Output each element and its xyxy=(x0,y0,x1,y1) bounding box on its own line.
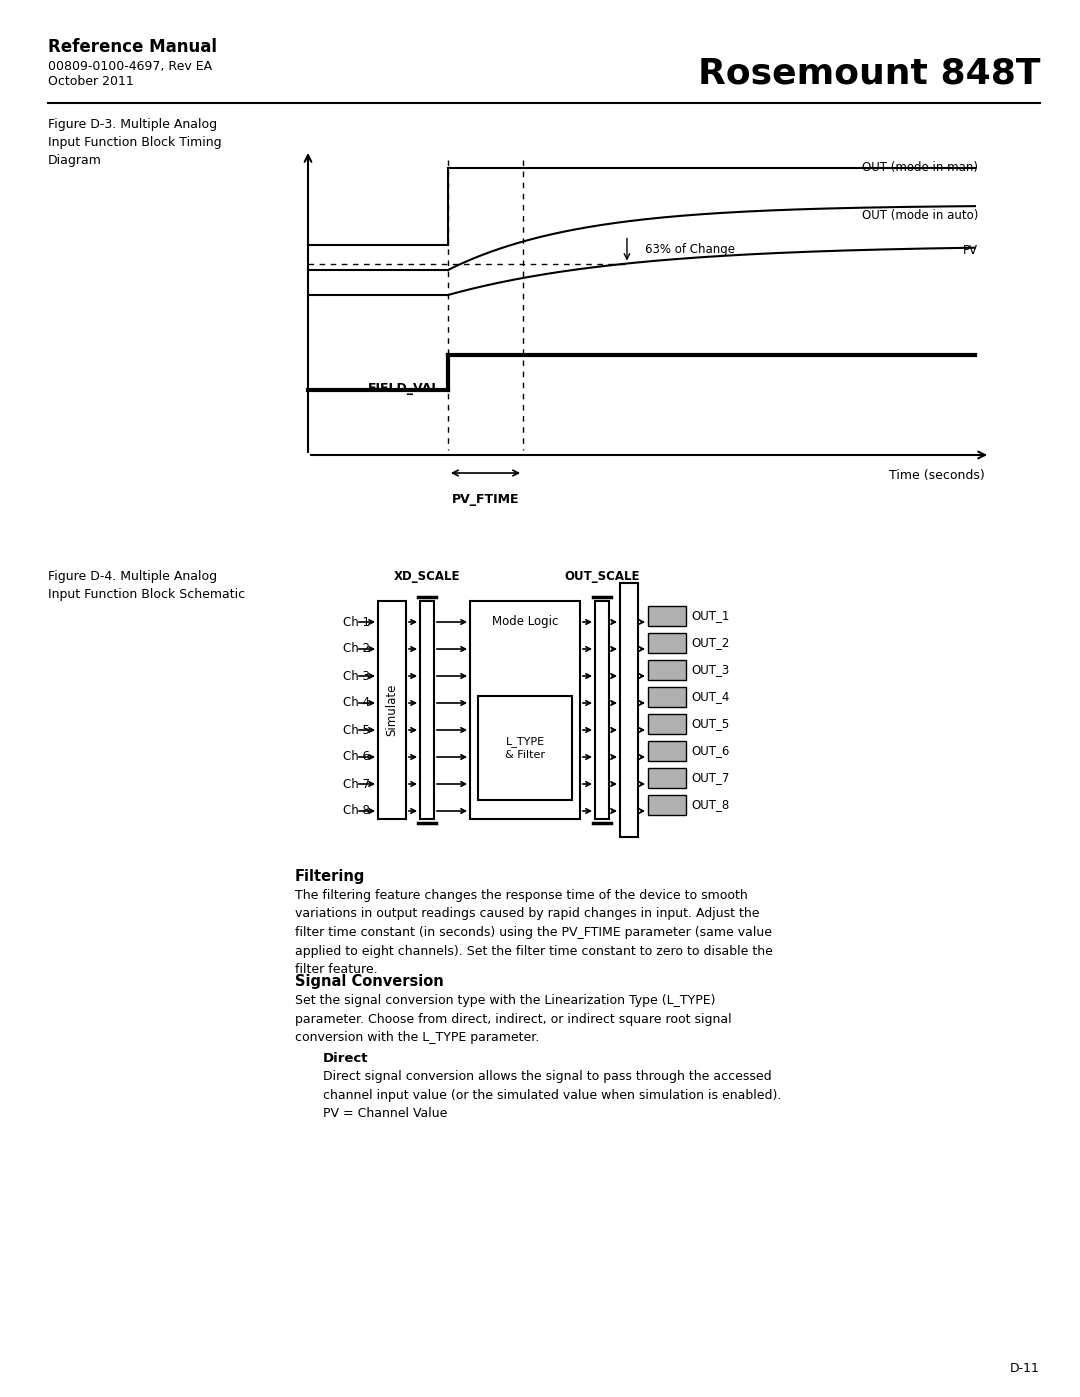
Text: Time (seconds): Time (seconds) xyxy=(889,469,985,482)
Text: OUT_5: OUT_5 xyxy=(691,718,729,731)
Text: 00809-0100-4697, Rev EA: 00809-0100-4697, Rev EA xyxy=(48,60,212,73)
Text: OUT_7: OUT_7 xyxy=(691,771,729,785)
Text: Mode Logic: Mode Logic xyxy=(491,615,558,627)
Bar xyxy=(470,601,580,819)
Text: OUT_SCALE: OUT_SCALE xyxy=(564,570,639,583)
Text: Figure D-4. Multiple Analog
Input Function Block Schematic: Figure D-4. Multiple Analog Input Functi… xyxy=(48,570,245,601)
Bar xyxy=(648,633,686,652)
Text: Ch 2: Ch 2 xyxy=(343,643,370,655)
Text: Figure D-3. Multiple Analog
Input Function Block Timing
Diagram: Figure D-3. Multiple Analog Input Functi… xyxy=(48,117,221,168)
Text: The filtering feature changes the response time of the device to smooth
variatio: The filtering feature changes the respon… xyxy=(295,888,773,977)
Bar xyxy=(648,659,686,680)
Text: Ch 5: Ch 5 xyxy=(343,724,370,736)
Text: Direct: Direct xyxy=(323,1052,368,1065)
Text: Ch 8: Ch 8 xyxy=(343,805,370,817)
Text: OUT (mode in auto): OUT (mode in auto) xyxy=(862,208,978,222)
Text: L_TYPE
& Filter: L_TYPE & Filter xyxy=(505,736,545,760)
Bar xyxy=(620,583,638,837)
Text: Set the signal conversion type with the Linearization Type (L_TYPE)
parameter. C: Set the signal conversion type with the … xyxy=(295,995,731,1044)
Text: Direct signal conversion allows the signal to pass through the accessed
channel : Direct signal conversion allows the sign… xyxy=(323,1070,781,1101)
Bar xyxy=(648,714,686,733)
Text: PV: PV xyxy=(963,243,978,257)
Text: PV = Channel Value: PV = Channel Value xyxy=(323,1106,447,1120)
Text: OUT_6: OUT_6 xyxy=(691,745,729,757)
Text: OUT_3: OUT_3 xyxy=(691,664,729,676)
Text: OUT_8: OUT_8 xyxy=(691,799,729,812)
Text: Filtering: Filtering xyxy=(295,869,365,884)
Text: October 2011: October 2011 xyxy=(48,75,134,88)
Text: 63% of Change: 63% of Change xyxy=(645,243,735,256)
Text: Ch 7: Ch 7 xyxy=(343,778,370,791)
Bar xyxy=(648,768,686,788)
Text: OUT_4: OUT_4 xyxy=(691,690,729,704)
Text: Ch 1: Ch 1 xyxy=(343,616,370,629)
Bar xyxy=(648,795,686,814)
Text: Signal Conversion: Signal Conversion xyxy=(295,974,444,989)
Text: OUT_2: OUT_2 xyxy=(691,637,729,650)
Text: Ch 4: Ch 4 xyxy=(343,697,370,710)
Text: Ch 3: Ch 3 xyxy=(343,669,370,683)
Bar xyxy=(648,606,686,626)
Bar xyxy=(420,601,434,819)
Text: Simulate: Simulate xyxy=(386,683,399,736)
Bar xyxy=(378,601,406,819)
Bar xyxy=(648,740,686,761)
Text: FIELD_VAL: FIELD_VAL xyxy=(367,381,440,395)
Text: OUT (mode in man): OUT (mode in man) xyxy=(862,162,978,175)
Bar xyxy=(478,696,572,800)
Text: Rosemount 848T: Rosemount 848T xyxy=(698,56,1040,89)
Text: Reference Manual: Reference Manual xyxy=(48,38,217,56)
Text: D-11: D-11 xyxy=(1010,1362,1040,1375)
Text: Ch 6: Ch 6 xyxy=(343,750,370,764)
Text: XD_SCALE: XD_SCALE xyxy=(394,570,460,583)
Text: OUT_1: OUT_1 xyxy=(691,609,729,623)
Bar xyxy=(648,687,686,707)
Bar xyxy=(595,601,609,819)
Text: PV_FTIME: PV_FTIME xyxy=(451,493,519,506)
